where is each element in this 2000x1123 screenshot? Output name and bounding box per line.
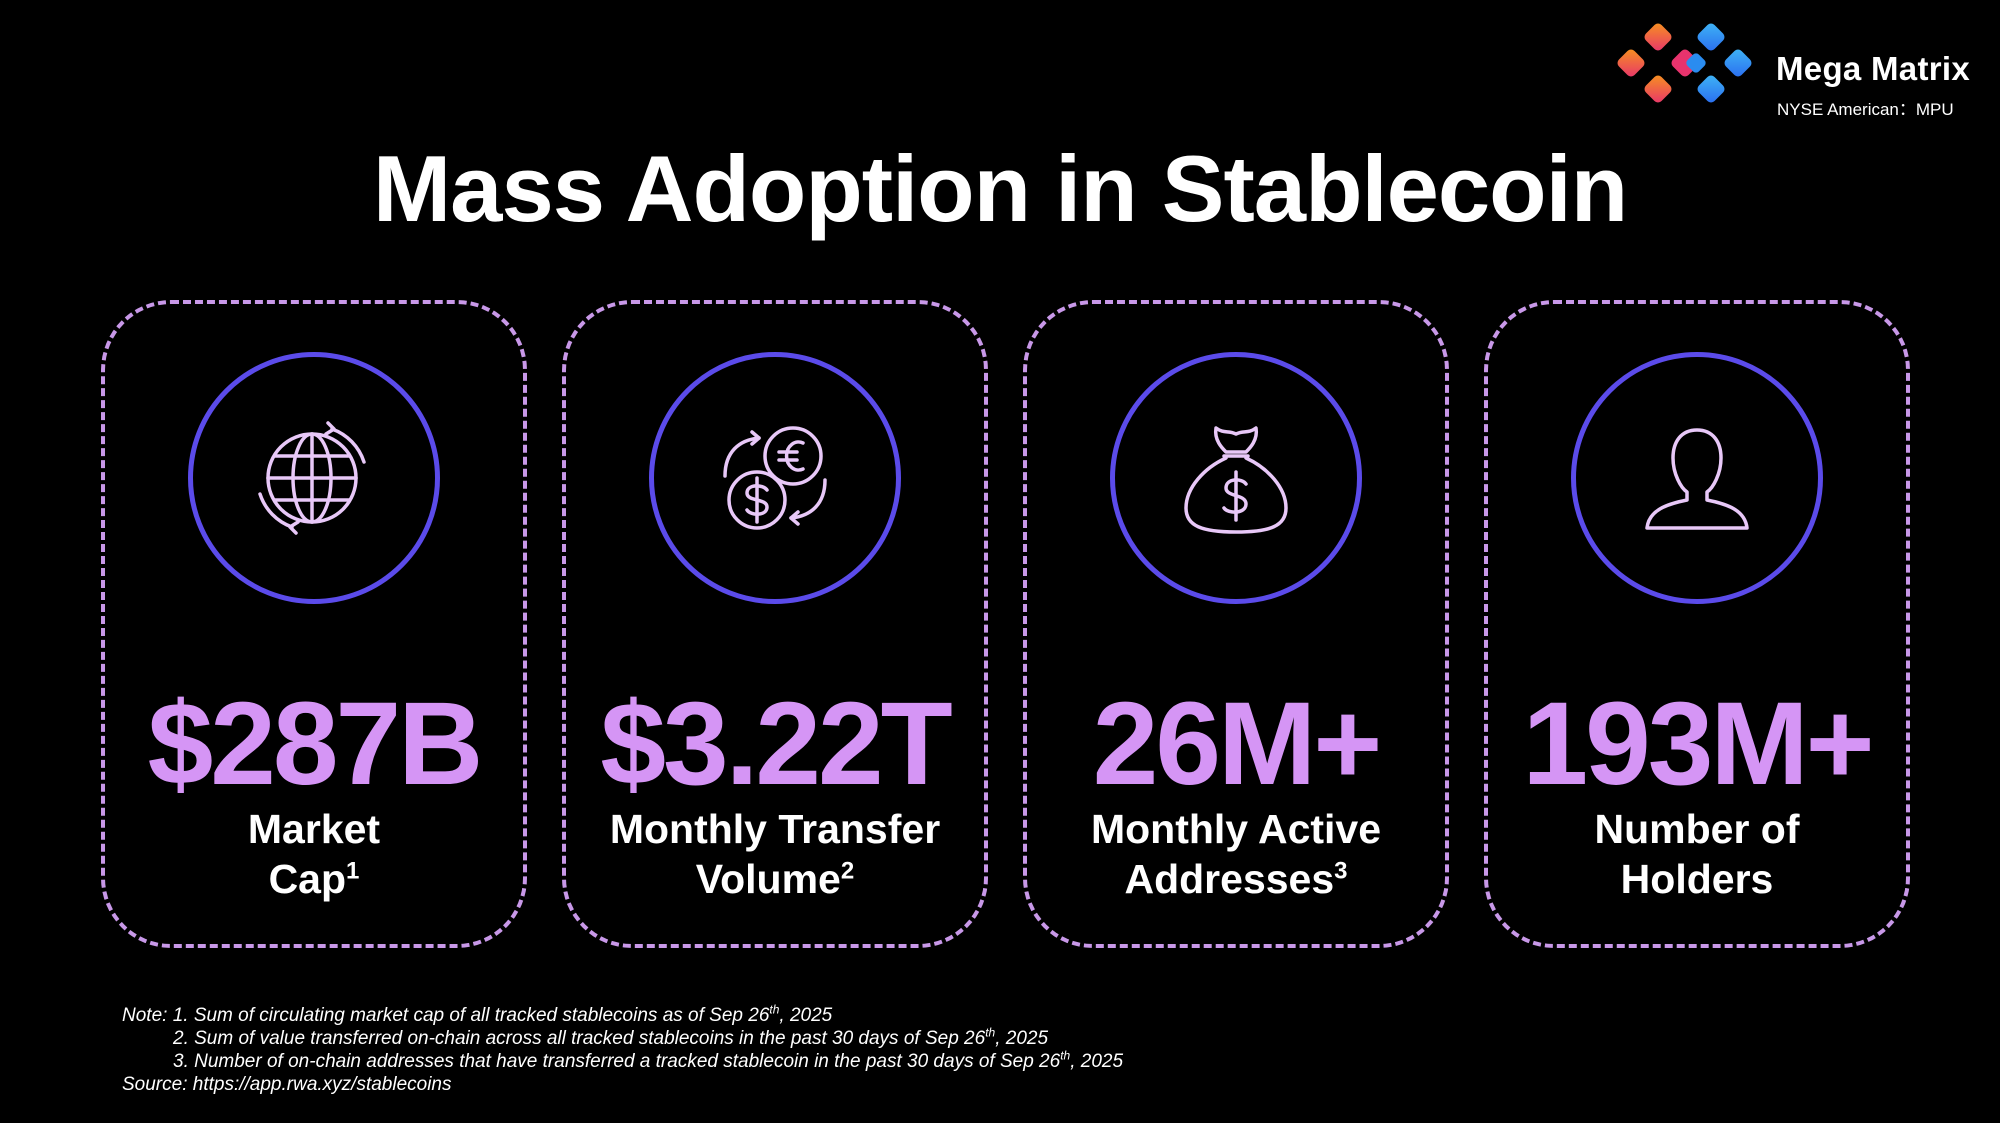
ordinal-suffix: th — [985, 1025, 996, 1040]
note-3: 3. Number of on-chain addresses that hav… — [122, 1050, 1123, 1073]
footnote-marker: 1 — [346, 857, 360, 885]
stat-label: Market Cap1 — [105, 804, 523, 904]
icon-ring — [649, 352, 901, 604]
footnote-marker: 3 — [1334, 857, 1348, 885]
page-title: Mass Adoption in Stablecoin — [372, 136, 1628, 241]
source-line: Source: https://app.rwa.xyz/stablecoins — [122, 1074, 452, 1095]
user-icon — [1645, 428, 1749, 530]
footnote-marker: 2 — [840, 857, 855, 885]
note-2: 2. Sum of value transferred on-chain acr… — [122, 1027, 1123, 1050]
note-2-year: , 2025 — [995, 1028, 1049, 1049]
label-line-2: Holders — [1620, 856, 1774, 902]
ordinal-suffix: th — [769, 1002, 780, 1017]
label-line-1: Monthly Transfer — [609, 806, 941, 852]
label-line-1: Market — [247, 806, 381, 852]
stat-label: Monthly Transfer Volume2 — [566, 804, 984, 904]
stat-card-holders: 193M+ Number of Holders — [1484, 300, 1910, 948]
note-1-year: , 2025 — [779, 1005, 833, 1026]
stat-card-market-cap: $287B Market Cap1 — [101, 300, 527, 948]
stat-label: Number of Holders — [1488, 804, 1906, 904]
stat-value: 26M+ — [1092, 678, 1382, 810]
note-1: Note: 1. Sum of circulating market cap o… — [122, 1004, 1123, 1027]
label-line-1: Number of — [1594, 806, 1800, 852]
mega-matrix-logo-icon — [1617, 23, 1752, 103]
stat-card-transfer-volume: $3.22T Monthly Transfer Volume2 — [562, 300, 988, 948]
stat-value: $287B — [147, 678, 484, 810]
note-2-text: 2. Sum of value transferred on-chain acr… — [173, 1028, 986, 1049]
money-bag-icon — [1184, 426, 1288, 534]
label-line-1: Monthly Active — [1090, 806, 1382, 852]
brand-name: Mega Matrix — [1776, 50, 1971, 87]
footnotes: Note: 1. Sum of circulating market cap o… — [122, 1004, 1123, 1096]
stat-label: Monthly Active Addresses3 — [1027, 804, 1445, 904]
note-3-text: 3. Number of on-chain addresses that hav… — [173, 1051, 1061, 1072]
icon-ring — [1110, 352, 1362, 604]
stat-card-active-addresses: 26M+ Monthly Active Addresses3 — [1023, 300, 1449, 948]
label-line-2: Volume — [695, 856, 841, 902]
label-line-2: Addresses — [1124, 856, 1335, 902]
icon-ring — [188, 352, 440, 604]
currency-exchange-icon — [723, 426, 827, 530]
stat-value: 193M+ — [1522, 678, 1874, 810]
note-3-year: , 2025 — [1070, 1051, 1124, 1072]
brand-logo: Mega Matrix NYSE American：MPU — [1612, 22, 1982, 119]
stat-value: $3.22T — [600, 678, 952, 810]
note-1-text: Note: 1. Sum of circulating market cap o… — [122, 1005, 770, 1026]
globe-icon — [258, 421, 366, 535]
label-line-2: Cap — [268, 856, 347, 902]
ordinal-suffix: th — [1060, 1048, 1071, 1063]
brand-ticker: NYSE American：MPU — [1777, 100, 1954, 119]
icon-ring — [1571, 352, 1823, 604]
